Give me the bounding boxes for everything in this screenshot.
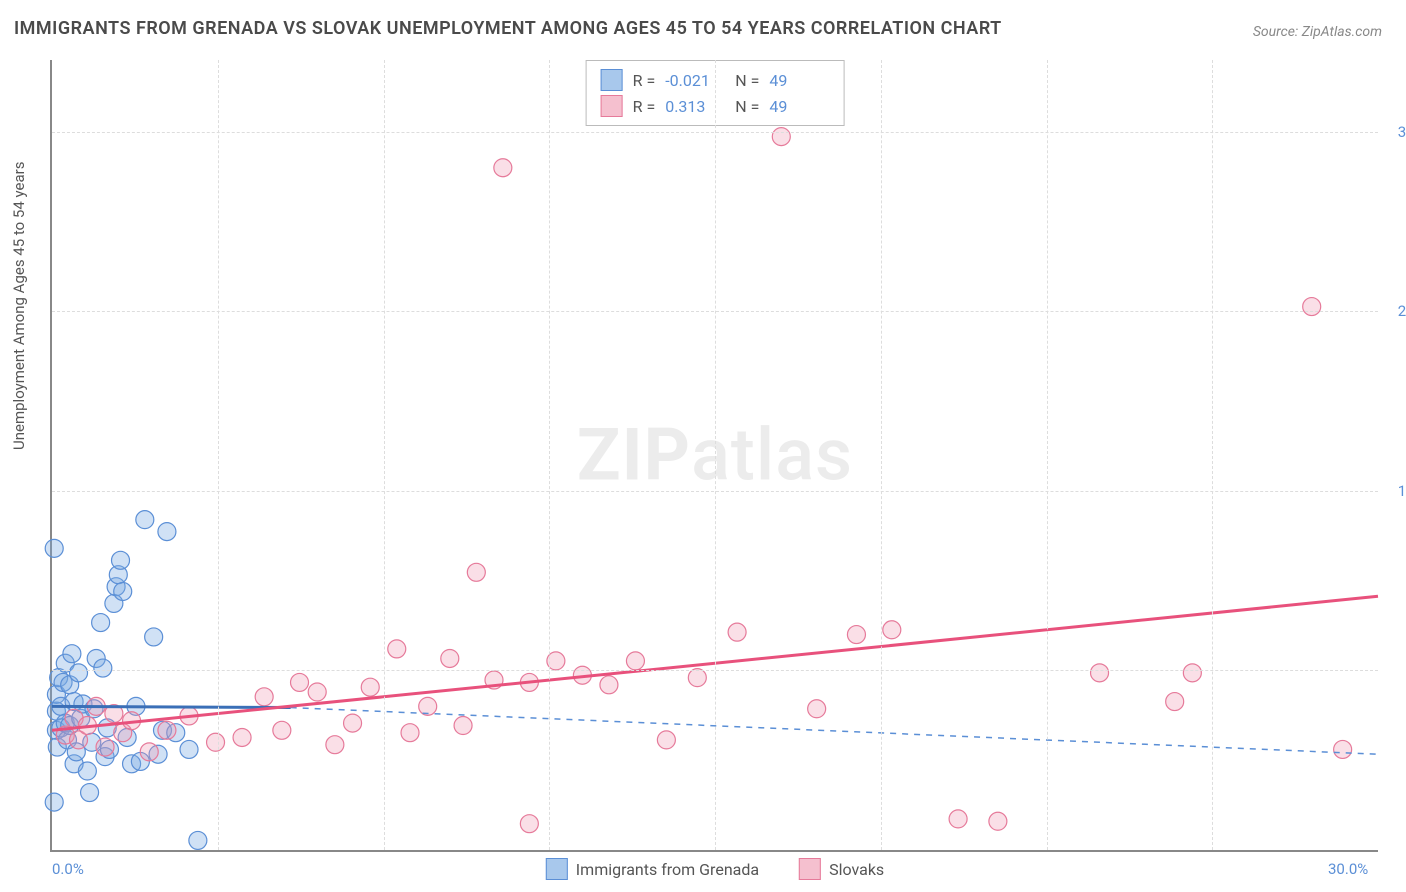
data-point bbox=[494, 159, 512, 177]
data-point bbox=[92, 614, 110, 632]
gridline-v bbox=[384, 60, 385, 850]
data-point bbox=[78, 762, 96, 780]
data-point bbox=[255, 688, 273, 706]
data-point bbox=[94, 659, 112, 677]
data-point bbox=[808, 700, 826, 718]
x-tick-label: 0.0% bbox=[52, 860, 84, 878]
data-point bbox=[112, 551, 130, 569]
data-point bbox=[207, 733, 225, 751]
data-point bbox=[45, 793, 63, 811]
data-point bbox=[158, 523, 176, 541]
data-point bbox=[467, 563, 485, 581]
source-label: Source: bbox=[1253, 24, 1302, 40]
data-point bbox=[344, 714, 362, 732]
data-point bbox=[45, 539, 63, 557]
data-point bbox=[158, 721, 176, 739]
data-point bbox=[145, 628, 163, 646]
data-point bbox=[1183, 664, 1201, 682]
legend-series: Immigrants from Grenada Slovaks bbox=[546, 858, 884, 880]
data-point bbox=[273, 721, 291, 739]
data-point bbox=[883, 621, 901, 639]
y-tick-label: 15.0% bbox=[1398, 482, 1406, 500]
data-point bbox=[63, 645, 81, 663]
data-point bbox=[233, 728, 251, 746]
data-point bbox=[1166, 693, 1184, 711]
gridline-v bbox=[218, 60, 219, 850]
plot-area: ZIPatlas R = -0.021 N = 49 R = 0.313 N =… bbox=[50, 60, 1378, 852]
data-point bbox=[949, 810, 967, 828]
data-point bbox=[989, 812, 1007, 830]
legend-item-grenada: Immigrants from Grenada bbox=[546, 858, 759, 880]
data-point bbox=[189, 831, 207, 849]
y-axis-label: Unemployment Among Ages 45 to 54 years bbox=[10, 162, 28, 450]
data-point bbox=[96, 738, 114, 756]
y-tick-label: 30.0% bbox=[1398, 123, 1406, 141]
gridline-v bbox=[881, 60, 882, 850]
data-point bbox=[180, 740, 198, 758]
data-point bbox=[140, 743, 158, 761]
data-point bbox=[291, 673, 309, 691]
legend-label-grenada: Immigrants from Grenada bbox=[576, 860, 759, 879]
data-point bbox=[361, 678, 379, 696]
x-tick-label: 30.0% bbox=[1328, 860, 1368, 878]
chart-title: IMMIGRANTS FROM GRENADA VS SLOVAK UNEMPL… bbox=[14, 18, 1002, 39]
data-point bbox=[308, 683, 326, 701]
data-point bbox=[136, 511, 154, 529]
y-tick-label: 22.5% bbox=[1398, 302, 1406, 320]
data-point bbox=[419, 697, 437, 715]
data-point bbox=[728, 623, 746, 641]
gridline-v bbox=[715, 60, 716, 850]
data-point bbox=[520, 815, 538, 833]
legend-label-slovaks: Slovaks bbox=[829, 860, 884, 879]
gridline-v bbox=[549, 60, 550, 850]
data-point bbox=[1334, 740, 1352, 758]
data-point bbox=[401, 724, 419, 742]
source-name: ZipAtlas.com bbox=[1302, 24, 1382, 40]
legend-item-slovaks: Slovaks bbox=[799, 858, 884, 880]
data-point bbox=[441, 649, 459, 667]
data-point bbox=[847, 626, 865, 644]
data-point bbox=[657, 731, 675, 749]
legend-swatch-grenada-icon bbox=[546, 858, 568, 880]
legend-swatch-slovaks-icon bbox=[799, 858, 821, 880]
data-point bbox=[326, 736, 344, 754]
data-point bbox=[81, 784, 99, 802]
gridline-v bbox=[1212, 60, 1213, 850]
data-point bbox=[626, 652, 644, 670]
trend-line-extrapolated bbox=[291, 708, 1378, 755]
data-point bbox=[114, 582, 132, 600]
chart-container: IMMIGRANTS FROM GRENADA VS SLOVAK UNEMPL… bbox=[0, 0, 1406, 892]
data-point bbox=[600, 676, 618, 694]
trend-line bbox=[52, 706, 291, 707]
source-attribution: Source: ZipAtlas.com bbox=[1253, 24, 1382, 40]
data-point bbox=[454, 717, 472, 735]
data-point bbox=[772, 128, 790, 146]
data-point bbox=[388, 640, 406, 658]
gridline-v bbox=[1047, 60, 1048, 850]
data-point bbox=[70, 664, 88, 682]
data-point bbox=[1303, 298, 1321, 316]
data-point bbox=[1091, 664, 1109, 682]
